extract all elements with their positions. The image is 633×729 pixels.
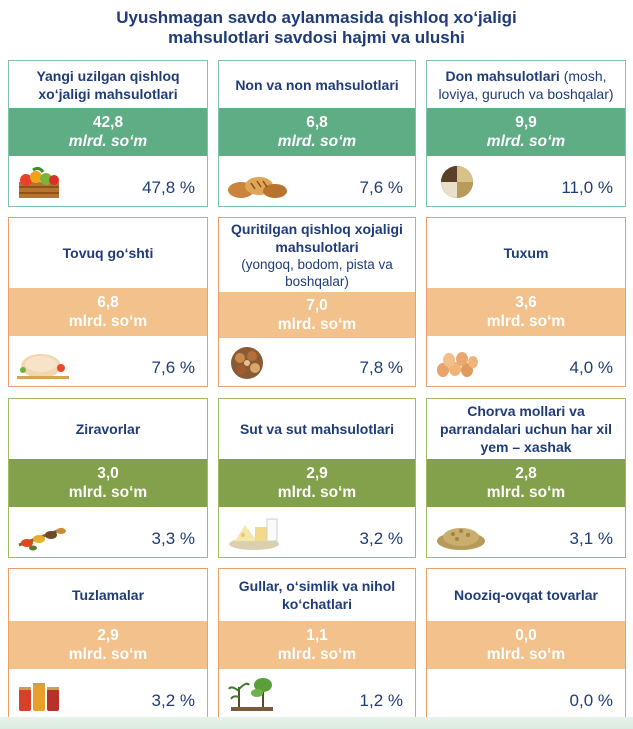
card-value: 7,0 <box>306 297 328 315</box>
card-value: 3,0 <box>97 465 119 482</box>
card-chicken: Tovuq go‘shti 6,8 mlrd. so‘m 7,6 % <box>8 217 208 387</box>
card-unit: mlrd. so‘m <box>68 646 148 663</box>
card-bread: Non va non mahsulotlari 6,8 mlrd. so‘m 7… <box>218 60 416 207</box>
card-spices: Ziravorlar 3,0 mlrd. so‘m 3,3 % <box>8 398 208 558</box>
feed-grain-icon <box>437 528 485 550</box>
card-label: Gullar, o‘simlik va nihol ko‘chatlari <box>238 578 396 612</box>
card-share: 3,2 % <box>359 529 403 548</box>
card-dried-produce: Quritilgan qishloq xojaligi mahsulotlari… <box>218 217 416 387</box>
card-value-band: 6,8 mlrd. so‘m <box>9 288 207 336</box>
card-unit: mlrd. so‘m <box>486 646 566 663</box>
card-share: 11,0 % <box>561 178 613 197</box>
card-label: Don mahsulotlari (mosh, loviya, guruch v… <box>438 67 614 102</box>
footer-ground <box>0 717 633 729</box>
card-value-band: 3,6 mlrd. so‘m <box>427 288 625 336</box>
card-unit: mlrd. so‘m <box>277 133 357 150</box>
card-label: Nooziq-ovqat tovarlar <box>454 587 598 603</box>
card-value-band: 6,8 mlrd. so‘m <box>219 108 415 156</box>
title-line-2: mahsulotlari savdosi hajmi va ulushi <box>168 28 465 47</box>
card-unit: mlrd. so‘m <box>486 484 566 501</box>
fruit-crate-icon <box>19 166 59 198</box>
bread-icon <box>228 177 287 198</box>
card-non-food: Nooziq-ovqat tovarlar 0,0 mlrd. so‘m 0,0… <box>426 568 626 720</box>
title-line-1: Uyushmagan savdo aylanmasida qishloq xo‘… <box>116 8 517 27</box>
card-label: Yangi uzilgan qishloq xo‘jaligi mahsulot… <box>36 67 180 102</box>
nuts-icon <box>231 347 263 379</box>
card-unit: mlrd. so‘m <box>486 133 566 150</box>
card-share: 0,0 % <box>569 691 613 710</box>
card-unit: mlrd. so‘m <box>277 484 357 501</box>
card-value-band: 42,8 mlrd. so‘m <box>9 108 207 156</box>
card-share: 47,8 % <box>142 178 195 197</box>
card-value: 42,8 <box>92 114 124 131</box>
card-value-band: 2,9 mlrd. so‘m <box>219 459 415 507</box>
card-unit: mlrd. so‘m <box>68 313 148 330</box>
card-unit: mlrd. so‘m <box>486 313 566 330</box>
card-label: Quritilgan qishloq xojaligi mahsulotlari… <box>231 221 403 289</box>
card-unit: mlrd. so‘m <box>277 646 357 663</box>
card-value: 3,6 <box>515 294 537 311</box>
card-label: Sut va sut mahsulotlari <box>239 421 395 437</box>
card-value: 6,8 <box>306 114 328 131</box>
card-label: Non va non mahsulotlari <box>235 76 399 93</box>
card-value: 1,1 <box>306 627 328 644</box>
grain-bowl-icon <box>441 166 473 198</box>
seedlings-icon <box>228 678 273 711</box>
card-value: 2,8 <box>515 465 537 482</box>
card-share: 7,8 % <box>359 358 403 377</box>
card-fresh-produce: Yangi uzilgan qishloq xo‘jaligi mahsulot… <box>8 60 208 207</box>
card-value-band: 3,0 mlrd. so‘m <box>9 459 207 507</box>
card-share: 4,0 % <box>569 358 613 377</box>
pickles-icon <box>19 683 59 711</box>
card-share: 7,6 % <box>359 178 403 197</box>
card-label: Ziravorlar <box>75 421 141 437</box>
card-label: Tuxum <box>503 245 549 261</box>
card-share: 7,6 % <box>151 358 195 377</box>
card-value-band: 9,9 mlrd. so‘m <box>427 108 625 156</box>
card-value: 9,9 <box>515 114 537 131</box>
card-seedlings: Gullar, o‘simlik va nihol ko‘chatlari 1,… <box>218 568 416 720</box>
card-label: Tovuq go‘shti <box>62 245 154 261</box>
chicken-icon <box>17 354 69 379</box>
card-value-band: 0,0 mlrd. so‘m <box>427 621 625 669</box>
card-dairy: Sut va sut mahsulotlari 2,9 mlrd. so‘m 3… <box>218 398 416 558</box>
card-eggs: Tuxum 3,6 mlrd. so‘m 4,0 % <box>426 217 626 387</box>
card-share: 1,2 % <box>359 691 403 710</box>
card-value: 2,9 <box>97 627 119 644</box>
card-pickles: Tuzlamalar 2,9 mlrd. so‘m 3,2 % <box>8 568 208 720</box>
card-value: 0,0 <box>515 627 537 644</box>
card-label: Tuzlamalar <box>71 587 145 603</box>
card-unit: mlrd. so‘m <box>277 316 357 334</box>
eggs-icon <box>437 352 478 377</box>
card-label: Chorva mollari va parrandalari uchun har… <box>440 403 612 455</box>
card-animal-feed: Chorva mollari va parrandalari uchun har… <box>426 398 626 558</box>
card-value-band: 7,0 mlrd. so‘m <box>219 292 415 339</box>
card-share: 3,3 % <box>151 529 195 548</box>
card-value-band: 2,9 mlrd. so‘m <box>9 621 207 669</box>
card-value: 6,8 <box>97 294 119 311</box>
spices-icon <box>18 527 66 551</box>
card-value-band: 2,8 mlrd. so‘m <box>427 459 625 507</box>
card-grains: Don mahsulotlari (mosh, loviya, guruch v… <box>426 60 626 207</box>
page-title: Uyushmagan savdo aylanmasida qishloq xo‘… <box>0 8 633 48</box>
card-share: 3,1 % <box>569 529 613 548</box>
dairy-icon <box>229 518 279 550</box>
card-value: 2,9 <box>306 465 328 482</box>
card-unit: mlrd. so‘m <box>68 133 148 150</box>
card-unit: mlrd. so‘m <box>68 484 148 501</box>
card-value-band: 1,1 mlrd. so‘m <box>219 621 415 669</box>
card-share: 3,2 % <box>151 691 195 710</box>
